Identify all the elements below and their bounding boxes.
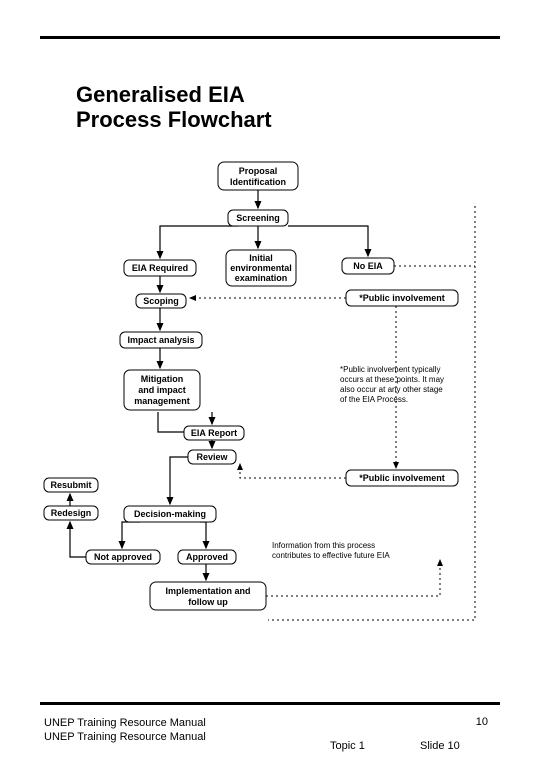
svg-text:also occur at any other stage: also occur at any other stage — [340, 385, 443, 394]
svg-text:Mitigation: Mitigation — [141, 374, 184, 384]
svg-text:Not approved: Not approved — [94, 552, 152, 562]
node-approved: Approved — [178, 550, 236, 564]
edge — [70, 522, 86, 557]
edge-dotted — [266, 560, 440, 596]
node-impact: Impact analysis — [120, 332, 202, 348]
footer-topic: Topic 1 — [330, 740, 365, 752]
svg-text:Screening: Screening — [236, 213, 280, 223]
top-rule — [40, 36, 500, 39]
edge — [200, 522, 206, 548]
node-decision: Decision-making — [124, 506, 216, 522]
svg-text:and impact: and impact — [138, 385, 186, 395]
node-not-approved: Not approved — [86, 550, 160, 564]
svg-text:examination: examination — [235, 273, 288, 283]
svg-text:Implementation and: Implementation and — [165, 586, 250, 596]
node-report: EIA Report — [184, 426, 244, 440]
svg-text:Review: Review — [196, 452, 228, 462]
svg-text:Decision-making: Decision-making — [134, 509, 206, 519]
svg-text:Redesign: Redesign — [51, 508, 92, 518]
svg-text:contributes to effective futur: contributes to effective future EIA — [272, 551, 390, 560]
svg-text:EIA Required: EIA Required — [132, 263, 188, 273]
footer-page-number: 10 — [476, 716, 488, 728]
title-line-1: Generalised EIA — [76, 82, 245, 107]
footer-line-1: UNEP Training Resource Manual — [44, 717, 206, 729]
svg-text:management: management — [134, 396, 190, 406]
note-public: *Public involvement typically occurs at … — [340, 365, 444, 404]
note-info: Information from this process contribute… — [272, 541, 390, 560]
edge — [122, 522, 140, 548]
node-proposal: Proposal Identification — [218, 162, 298, 190]
footer-slide: Slide 10 — [420, 740, 460, 752]
edge — [288, 226, 368, 256]
svg-text:Identification: Identification — [230, 177, 286, 187]
node-scoping: Scoping — [136, 294, 186, 308]
svg-text:EIA Report: EIA Report — [191, 428, 237, 438]
svg-text:Proposal: Proposal — [239, 166, 278, 176]
svg-text:Initial: Initial — [249, 253, 273, 263]
svg-text:No EIA: No EIA — [353, 261, 383, 271]
svg-text:follow up: follow up — [188, 597, 228, 607]
node-redesign: Redesign — [44, 506, 98, 520]
edge — [170, 457, 188, 504]
svg-text:Scoping: Scoping — [143, 296, 179, 306]
title-line-2: Process Flowchart — [76, 107, 272, 132]
svg-text:of the EIA Process.: of the EIA Process. — [340, 395, 408, 404]
node-mitigation: Mitigation and impact management — [124, 370, 200, 410]
svg-text:occurs at these points. It may: occurs at these points. It may — [340, 375, 444, 384]
svg-text:Approved: Approved — [186, 552, 228, 562]
edge-dotted — [240, 464, 346, 478]
footer-line-2: UNEP Training Resource Manual — [44, 731, 206, 743]
svg-text:environmental: environmental — [230, 263, 292, 273]
node-eia-required: EIA Required — [124, 260, 196, 276]
node-implement: Implementation and follow up — [150, 582, 266, 610]
node-resubmit: Resubmit — [44, 478, 98, 492]
page-title: Generalised EIA Process Flowchart — [76, 82, 272, 133]
svg-text:Resubmit: Resubmit — [50, 480, 91, 490]
flowchart: Proposal Identification Screening EIA Re… — [40, 150, 500, 670]
node-initial: Initial environmental examination — [226, 250, 296, 286]
page: Generalised EIA Process Flowchart — [0, 0, 540, 780]
svg-text:Impact analysis: Impact analysis — [127, 335, 194, 345]
node-review: Review — [188, 450, 236, 464]
node-screening: Screening — [228, 210, 288, 226]
svg-text:*Public involvement typically: *Public involvement typically — [340, 365, 441, 374]
svg-text:*Public involvement: *Public involvement — [359, 293, 445, 303]
footer-left: UNEP Training Resource Manual UNEP Train… — [44, 716, 206, 745]
node-pub1: *Public involvement — [346, 290, 458, 306]
bottom-rule — [40, 702, 500, 705]
node-no-eia: No EIA — [342, 258, 394, 274]
node-pub2: *Public involvement — [346, 470, 458, 486]
svg-text:*Public involvement: *Public involvement — [359, 473, 445, 483]
svg-text:Information from this process: Information from this process — [272, 541, 375, 550]
